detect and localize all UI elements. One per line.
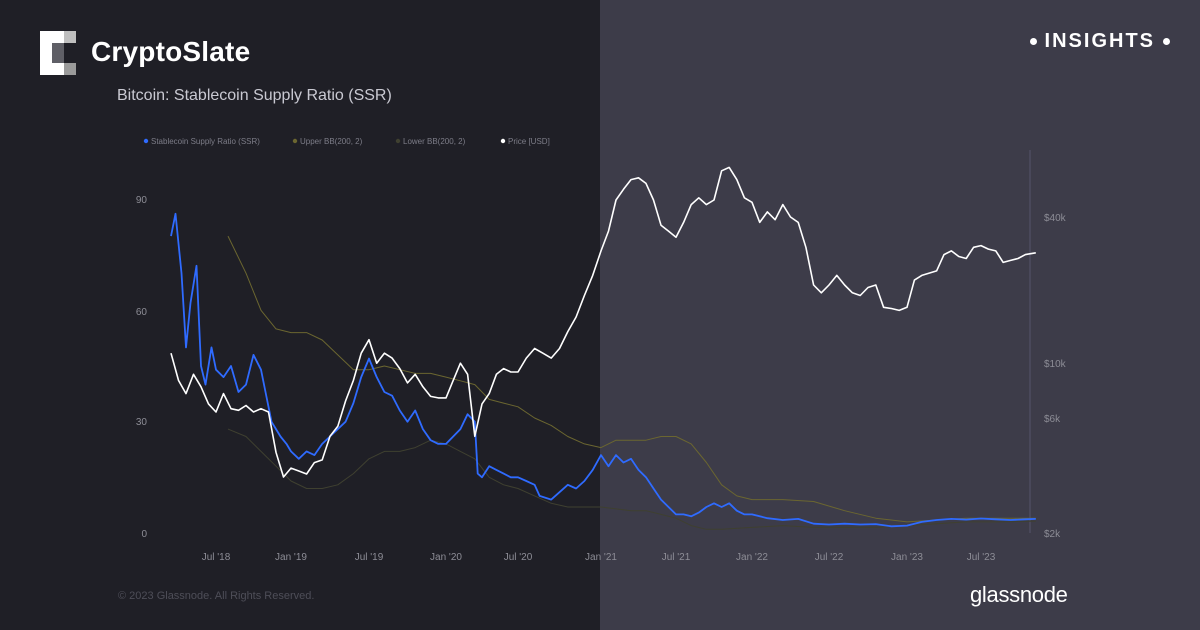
x-tick-label: Jul '22 <box>815 552 844 563</box>
cryptoslate-logo-icon <box>40 31 76 75</box>
y-left-tick-label: 0 <box>141 529 147 540</box>
legend-marker <box>292 138 298 144</box>
y-right-tick-label: $40k <box>1044 213 1067 224</box>
x-tick-label: Jul '18 <box>202 552 231 563</box>
x-tick-label: Jan '19 <box>275 552 307 563</box>
x-tick-label: Jan '23 <box>891 552 923 563</box>
chart-legend: Stablecoin Supply Ratio (SSR) Upper BB(20… <box>143 137 550 146</box>
background-right-panel <box>600 0 1200 630</box>
x-tick-label: Jan '21 <box>585 552 617 563</box>
x-tick-label: Jul '20 <box>504 552 533 563</box>
legend-label: Price [USD] <box>508 137 550 146</box>
chart-title: Bitcoin: Stablecoin Supply Ratio (SSR) <box>117 87 392 104</box>
legend-label: Stablecoin Supply Ratio (SSR) <box>151 137 260 146</box>
upper-bb-200-2-line <box>227 235 1036 523</box>
x-tick-label: Jul '21 <box>662 552 691 563</box>
legend-label: Lower BB(200, 2) <box>403 137 466 146</box>
chart-series <box>170 166 1036 530</box>
x-tick-label: Jan '20 <box>430 552 462 563</box>
y-right-tick-label: $10k <box>1044 359 1067 370</box>
right-axis-ticks: $2k $6k $10k $40k <box>1044 213 1067 540</box>
legend-marker <box>143 138 149 144</box>
insights-label: INSIGHTS <box>1029 30 1170 53</box>
legend-label: Upper BB(200, 2) <box>300 137 363 146</box>
price-usd-line <box>170 166 1036 478</box>
legend-marker <box>500 138 506 144</box>
x-tick-label: Jul '23 <box>967 552 996 563</box>
y-left-tick-label: 90 <box>136 195 148 206</box>
brand-name: CryptoSlate <box>91 36 251 67</box>
dot-icon <box>1163 38 1170 45</box>
x-tick-label: Jul '19 <box>355 552 384 563</box>
x-tick-label: Jan '22 <box>736 552 768 563</box>
x-axis-ticks: Jul '18 Jan '19 Jul '19 Jan '20 Jul '20 Jan '… <box>202 552 996 563</box>
background-left-panel <box>0 0 600 630</box>
insights-text: INSIGHTS <box>1044 30 1155 52</box>
copyright-text: © 2023 Glassnode. All Rights Reserved. <box>118 590 315 602</box>
y-right-tick-label: $2k <box>1044 529 1061 540</box>
y-left-tick-label: 30 <box>136 417 148 428</box>
lower-bb-200-2-line <box>227 428 1036 530</box>
y-right-tick-label: $6k <box>1044 414 1061 425</box>
left-axis-ticks: 0 30 60 90 <box>136 195 148 540</box>
y-left-tick-label: 60 <box>136 307 148 318</box>
legend-marker <box>395 138 401 144</box>
glassnode-logo: glassnode <box>970 582 1068 607</box>
stablecoin-supply-ratio-ssr-line <box>170 212 1036 528</box>
dot-icon <box>1029 38 1037 45</box>
